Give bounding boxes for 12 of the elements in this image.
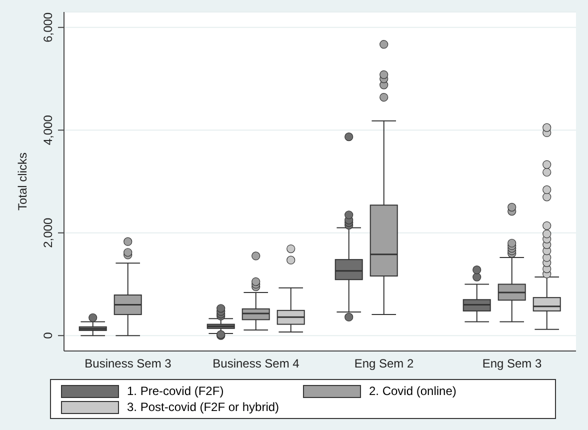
y-axis-title: Total clicks <box>15 152 30 211</box>
x-tick-label: Business Sem 3 <box>84 356 172 371</box>
legend-label: 1. Pre-covid (F2F) <box>127 384 224 398</box>
legend-label: 3. Post-covid (F2F or hybrid) <box>127 400 280 414</box>
y-tick-label: 2,000 <box>41 218 55 248</box>
x-tick-label: Eng Sem 3 <box>482 356 542 371</box>
y-tick-label: 0 <box>41 332 55 339</box>
legend-label: 2. Covid (online) <box>369 384 456 398</box>
y-tick-label: 4,000 <box>41 114 55 146</box>
y-tick-label: 6,000 <box>41 12 55 42</box>
x-tick-label: Business Sem 4 <box>212 356 300 371</box>
x-tick-label: Eng Sem 2 <box>354 356 414 371</box>
